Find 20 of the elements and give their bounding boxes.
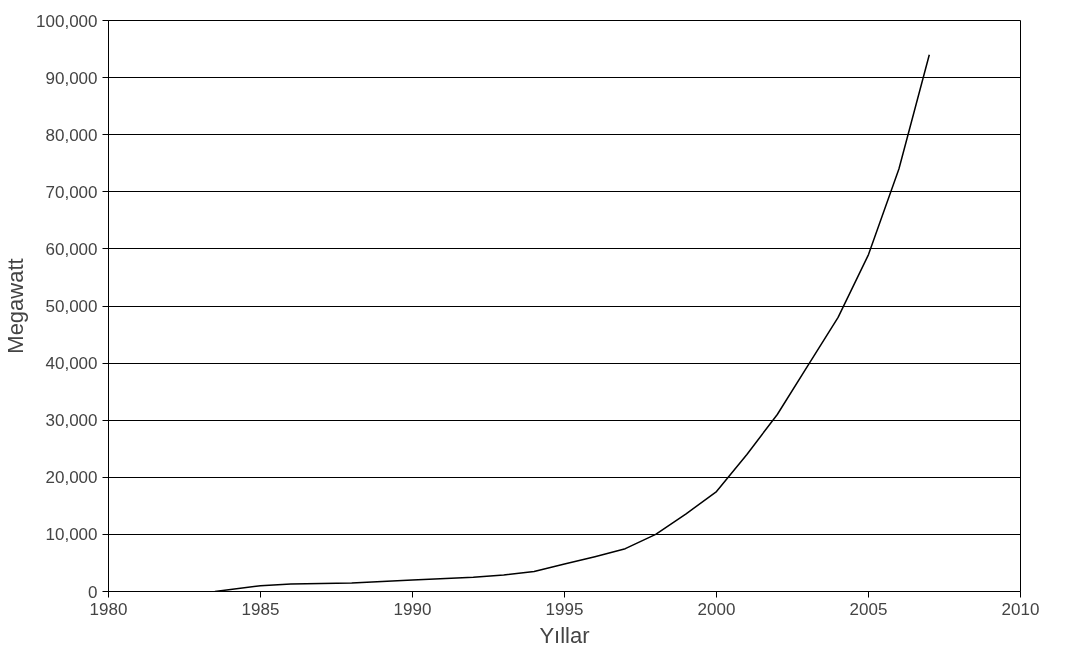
y-tick-label: 80,000 [45, 125, 98, 145]
y-tick-label: 90,000 [45, 68, 98, 88]
y-tick-label: 0 [88, 582, 98, 602]
x-axis-title: Yıllar [539, 622, 590, 648]
y-tick-label: 30,000 [45, 411, 98, 431]
y-tick-label: 10,000 [45, 525, 98, 545]
x-tick-label: 1990 [393, 599, 432, 619]
x-tick-label: 2000 [697, 599, 736, 619]
y-axis-title: Megawatt [3, 258, 29, 354]
y-tick-label: 70,000 [45, 182, 98, 202]
x-tick-label: 1985 [241, 599, 280, 619]
y-tick-label: 60,000 [45, 239, 98, 259]
x-tick-label: 2010 [1001, 599, 1040, 619]
y-tick-label: 50,000 [45, 297, 98, 316]
y-tick-label: 20,000 [45, 468, 98, 488]
x-tick-label: 1980 [89, 599, 128, 619]
y-tick-label: 100,000 [36, 11, 98, 31]
x-tick-label: 2005 [849, 599, 888, 619]
y-tick-label: 40,000 [45, 354, 98, 374]
x-tick-label: 1995 [545, 599, 584, 619]
